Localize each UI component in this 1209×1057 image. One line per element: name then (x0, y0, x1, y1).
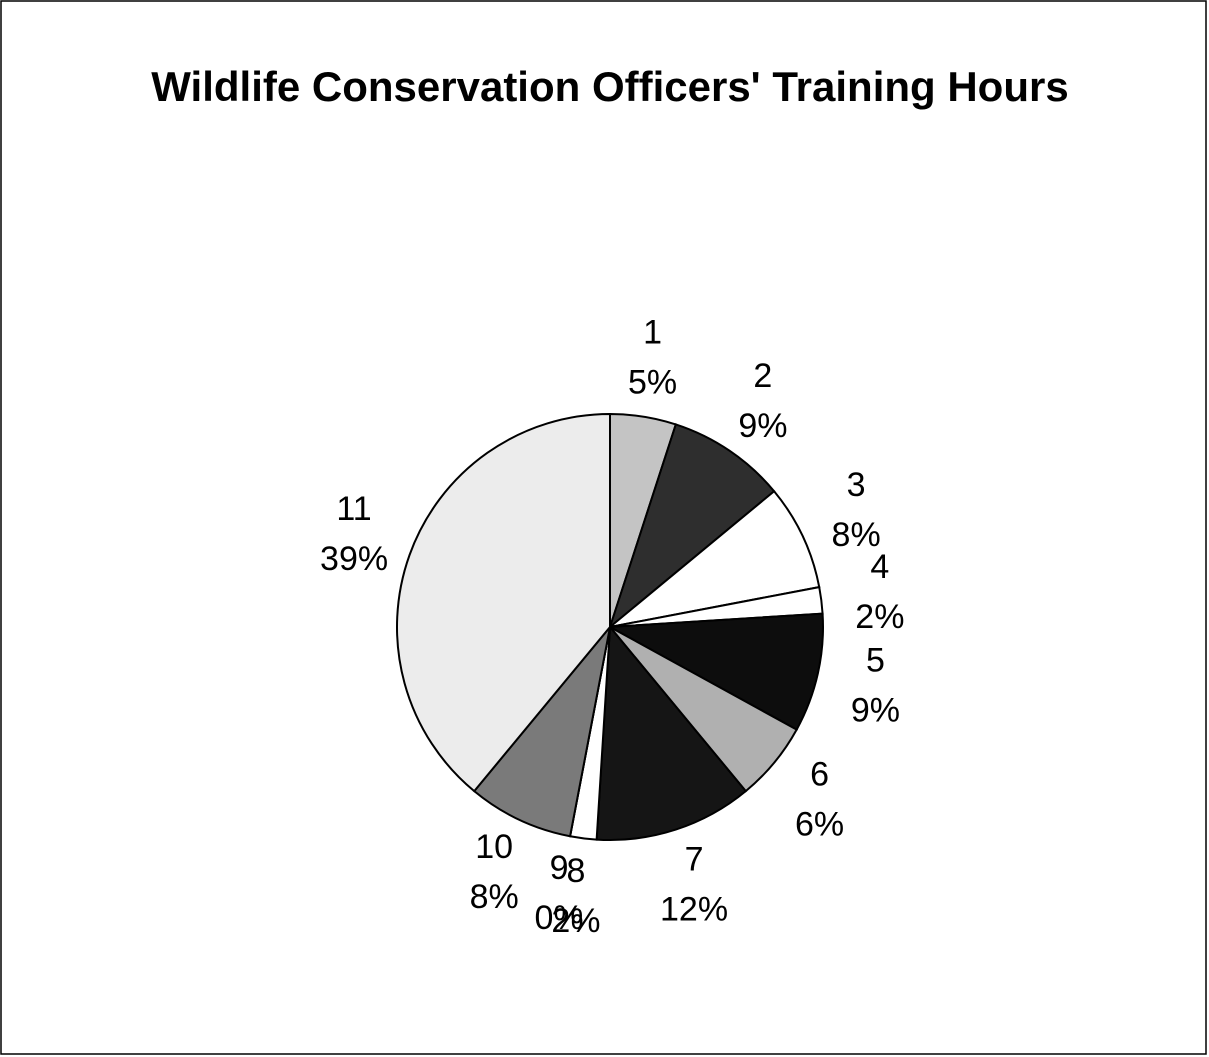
slice-category: 10 (475, 828, 513, 866)
slice-value-label: 5% (628, 363, 677, 401)
slice-value-label: 0% (534, 899, 583, 937)
pie-slice (472, 626, 611, 838)
slice-value-label: 9% (738, 407, 787, 445)
pie-slice (396, 412, 611, 793)
pie-slice (606, 612, 824, 731)
pie-slice (607, 423, 776, 630)
slice-category: 2 (753, 357, 772, 395)
slice-value-label: 39% (320, 540, 388, 578)
pie-slice (595, 624, 748, 841)
pie-slice (609, 489, 821, 628)
slice-value-label: 8% (832, 516, 881, 554)
slice-category: 5 (866, 641, 885, 679)
slice-category: 8 (566, 852, 585, 890)
slice-category: 11 (336, 490, 371, 528)
slice-value-label: 2% (551, 902, 600, 940)
slice-value-label: 6% (795, 805, 844, 843)
slice-category: 4 (870, 548, 889, 586)
slice-category: 9 (550, 849, 569, 887)
slice-value-label: 8% (470, 878, 519, 916)
slice-value-label: 12% (660, 891, 728, 929)
chart-title: Wildlife Conservation Officers' Training… (151, 63, 1069, 110)
slice-category: 6 (810, 755, 829, 793)
slice-value-label: 2% (855, 598, 904, 636)
slice-category: 3 (847, 466, 866, 504)
slice-category: 7 (685, 841, 704, 879)
slice-value-label: 9% (851, 691, 900, 729)
slice-category: 1 (643, 313, 662, 351)
